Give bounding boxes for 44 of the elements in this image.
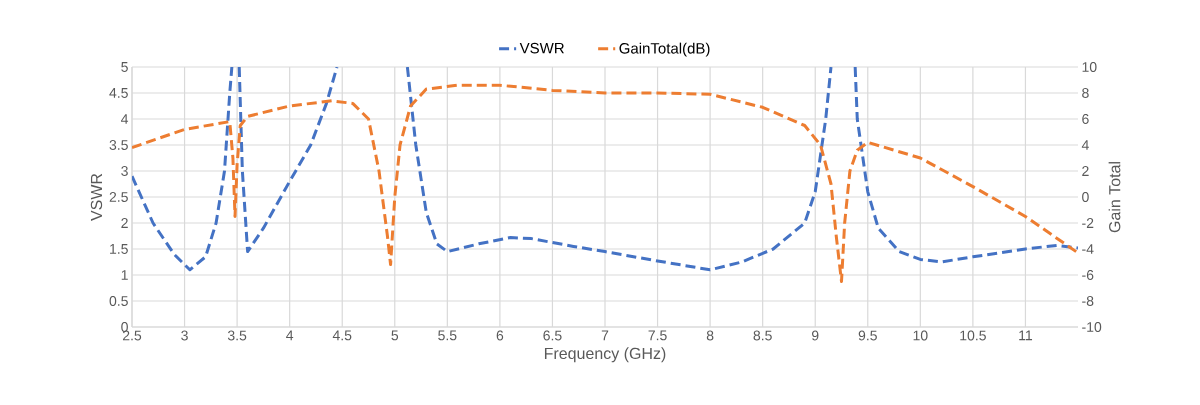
x-axis-title: Frequency (GHz) xyxy=(544,347,666,363)
y-tick-label: 2.5 xyxy=(109,192,128,202)
y2-tick-label: -8 xyxy=(1082,296,1094,306)
y-tick-label: 1 xyxy=(121,270,128,280)
x-tick-label: 7.5 xyxy=(648,330,667,341)
x-tick-label: 5 xyxy=(391,330,399,341)
x-tick-label: 11 xyxy=(1019,330,1033,341)
legend-label: VSWR xyxy=(519,42,564,54)
x-tick-label: 7 xyxy=(601,330,609,341)
x-tick-label: 3.5 xyxy=(227,330,247,341)
y-tick-label: 4.5 xyxy=(109,88,128,98)
x-tick-label: 8 xyxy=(706,330,714,341)
y2-tick-label: 2 xyxy=(1082,166,1089,176)
y2-axis-title: Gain Total xyxy=(1108,162,1121,233)
x-tick-label: 4.5 xyxy=(332,330,352,341)
x-tick-label: 3 xyxy=(181,330,188,341)
y2-tick-label: -10 xyxy=(1082,322,1102,332)
x-tick-label: 6.5 xyxy=(543,330,562,341)
y-tick-label: 3 xyxy=(121,166,128,176)
y-tick-label: 5 xyxy=(121,62,128,72)
x-tick-label: 9 xyxy=(811,330,819,341)
x-tick-label: 8.5 xyxy=(753,330,772,341)
y-tick-label: 2 xyxy=(121,218,128,228)
x-tick-label: 4 xyxy=(286,330,294,341)
y2-tick-label: -4 xyxy=(1082,244,1094,254)
y-tick-label: 1.5 xyxy=(110,244,128,254)
y-axis-title: VSWR xyxy=(90,173,103,221)
y-tick-label: 0.5 xyxy=(109,296,128,306)
y2-tick-label: 6 xyxy=(1082,114,1089,124)
x-tick-label: 10.5 xyxy=(960,330,986,341)
legend-label: GainTotal(dB) xyxy=(619,42,710,57)
y-tick-label: 4 xyxy=(121,114,129,124)
x-tick-label: 5.5 xyxy=(438,330,457,341)
y2-tick-label: 10 xyxy=(1082,62,1097,72)
y2-tick-label: 8 xyxy=(1082,88,1089,98)
y2-tick-label: 4 xyxy=(1081,140,1089,150)
y-tick-label: 0 xyxy=(121,322,128,332)
x-tick-label: 10 xyxy=(913,330,928,341)
x-tick-label: 6 xyxy=(496,330,504,341)
y-tick-label: 3.5 xyxy=(109,140,128,150)
y2-tick-label: 0 xyxy=(1082,192,1089,202)
y2-tick-label: -2 xyxy=(1082,218,1094,228)
x-tick-label: 9.5 xyxy=(858,330,877,341)
y2-tick-label: -6 xyxy=(1082,270,1094,280)
